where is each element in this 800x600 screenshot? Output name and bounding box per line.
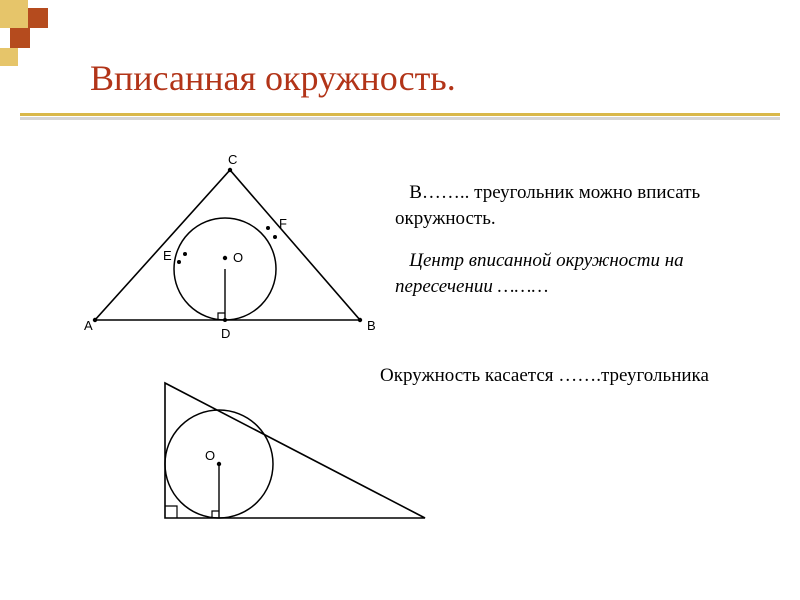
content-area: A B C D E F О О В…….. треугольник можно … (0, 150, 800, 600)
diagram-right-triangle: О (145, 368, 445, 538)
page-title: Вписанная окружность. (90, 57, 456, 99)
svg-text:О: О (233, 250, 243, 265)
corner-ornament (0, 0, 70, 80)
svg-text:О: О (205, 448, 215, 463)
svg-text:D: D (221, 326, 230, 341)
text-tangent: Окружность касается …….треугольника (380, 365, 760, 387)
svg-text:A: A (84, 318, 93, 333)
svg-text:F: F (279, 216, 287, 231)
text-center: Центр вписанной окружности на пересечени… (395, 248, 765, 299)
title-shadow (20, 117, 780, 120)
diagram-inscribed-triangle: A B C D E F О (80, 150, 380, 350)
title-underline (20, 113, 780, 116)
text-inscribe: В…….. треугольник можно вписать окружнос… (395, 180, 765, 231)
svg-text:B: B (367, 318, 376, 333)
svg-text:E: E (163, 248, 172, 263)
title-block: Вписанная окружность. (75, 38, 780, 118)
svg-text:C: C (228, 152, 237, 167)
